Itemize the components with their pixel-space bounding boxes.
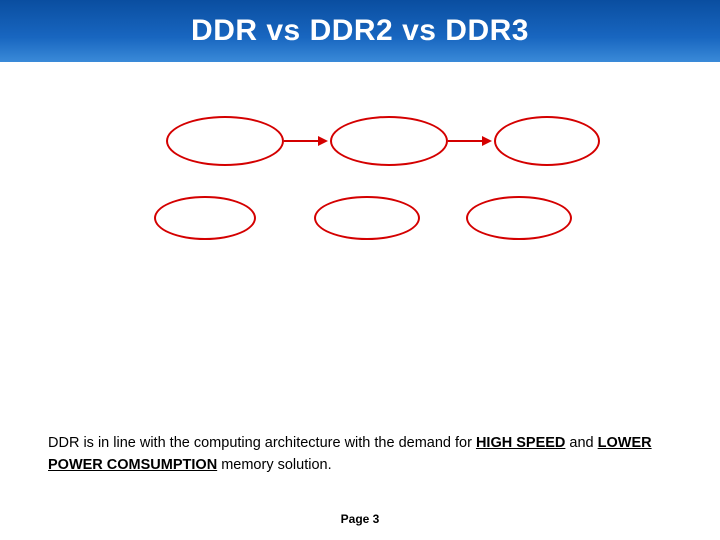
ellipse-r2-3 <box>466 196 572 240</box>
ellipse-r2-2 <box>314 196 420 240</box>
page-number: Page 3 <box>0 512 720 526</box>
body-text: DDR is in line with the computing archit… <box>48 432 678 477</box>
body-emph-high-speed: HIGH SPEED <box>476 435 565 451</box>
slide-title: DDR vs DDR2 vs DDR3 <box>191 14 529 48</box>
arrow-1 <box>284 136 328 146</box>
ellipse-r1-3 <box>494 116 600 166</box>
title-bar: DDR vs DDR2 vs DDR3 <box>0 0 720 62</box>
body-prefix: DDR is in line with the computing archit… <box>48 435 476 451</box>
arrow-2 <box>448 136 492 146</box>
body-suffix: memory solution. <box>217 457 331 473</box>
body-mid: and <box>565 435 597 451</box>
ellipse-r2-1 <box>154 196 256 240</box>
ellipse-r1-1 <box>166 116 284 166</box>
ellipse-r1-2 <box>330 116 448 166</box>
diagram-area <box>0 62 720 422</box>
